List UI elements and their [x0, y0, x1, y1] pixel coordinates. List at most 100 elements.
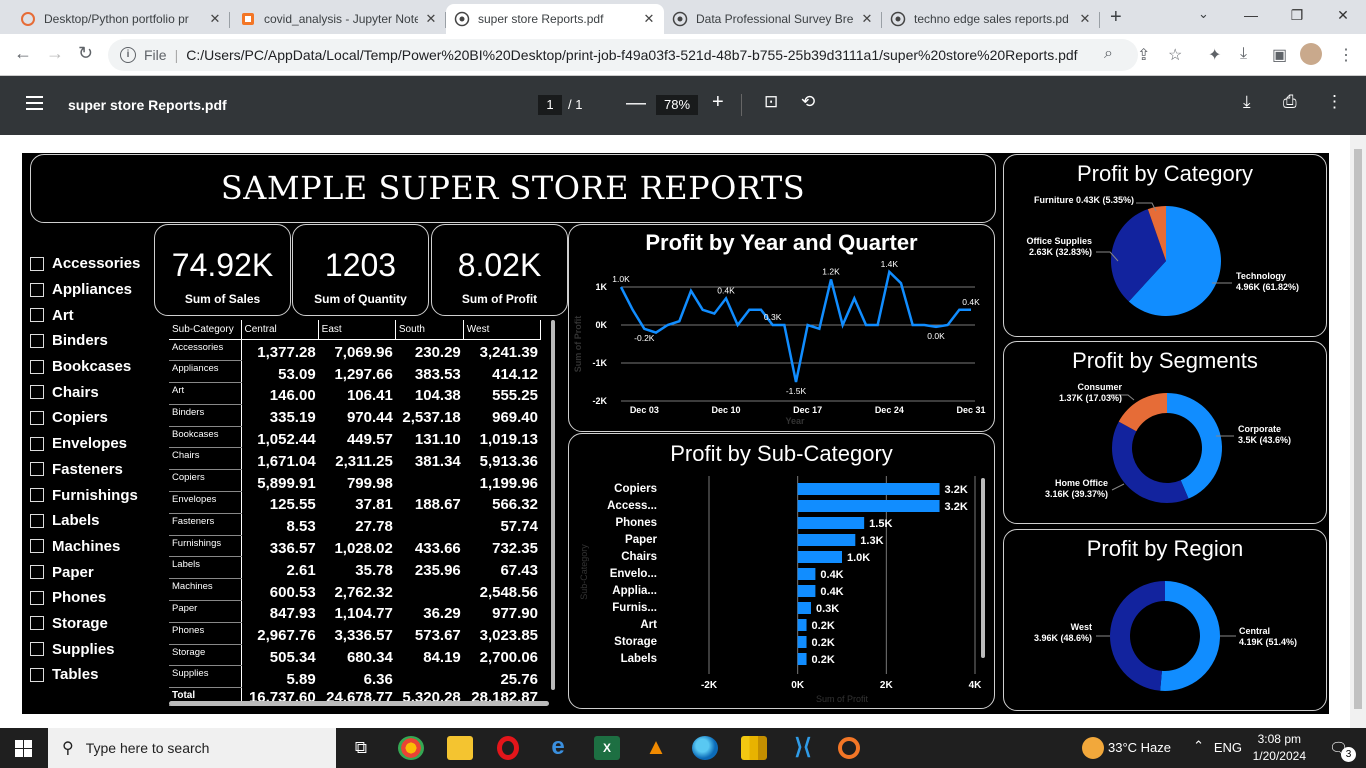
bookmark-star-icon[interactable]: ☆ [1168, 47, 1183, 64]
slice-west[interactable] [1109, 581, 1165, 691]
matrix-header[interactable]: Central [241, 320, 319, 340]
weather-text[interactable]: 33°C Haze [1107, 740, 1171, 755]
weather-icon[interactable] [1082, 737, 1104, 759]
file-explorer-icon[interactable] [447, 736, 473, 760]
slice-central[interactable] [1160, 581, 1220, 691]
bar[interactable] [797, 602, 811, 614]
new-tab-button[interactable]: + [1110, 6, 1122, 28]
slicer-item-phones[interactable]: Phones [30, 585, 140, 611]
address-bar[interactable]: i File | C:/Users/PC/AppData/Local/Temp/… [108, 39, 1138, 71]
download-icon[interactable]: ⤓ [1240, 45, 1248, 62]
slicer-item-bookcases[interactable]: Bookcases [30, 354, 140, 380]
vlc-icon[interactable]: ▲ [645, 734, 667, 759]
rotate-icon[interactable]: ⟲ [801, 92, 816, 111]
zoom-in-button[interactable]: + [712, 91, 724, 113]
slicer-item-accessories[interactable]: Accessories [30, 251, 140, 277]
slice-furniture[interactable] [1147, 206, 1166, 261]
vertical-scrollbar[interactable] [1350, 135, 1366, 728]
zoom-out-button[interactable]: — [626, 92, 646, 114]
jupyter-icon[interactable] [838, 737, 860, 759]
slicer-item-storage[interactable]: Storage [30, 611, 140, 637]
checkbox[interactable] [30, 462, 44, 477]
chrome-icon[interactable] [398, 736, 424, 760]
download-icon[interactable]: ⤓ [1243, 92, 1251, 111]
checkbox[interactable] [30, 436, 44, 451]
slicer-item-binders[interactable]: Binders [30, 328, 140, 354]
vscode-icon[interactable]: ⟩⟨ [794, 734, 812, 759]
checkbox[interactable] [30, 513, 44, 528]
bar[interactable] [797, 585, 816, 597]
bar[interactable] [797, 517, 865, 529]
tab-data-professional-survey[interactable]: Data Professional Survey Bre ✕ [664, 4, 882, 34]
bar[interactable] [797, 534, 856, 546]
checkbox[interactable] [30, 308, 44, 323]
slicer-item-copiers[interactable]: Copiers [30, 405, 140, 431]
checkbox[interactable] [30, 333, 44, 348]
maximize-button[interactable]: ❐ [1290, 7, 1304, 23]
tab-super-store-reports[interactable]: super store Reports.pdf ✕ [446, 4, 664, 34]
internet-explorer-icon[interactable]: e [551, 733, 565, 760]
checkbox[interactable] [30, 256, 44, 271]
matrix-scrollbar[interactable] [551, 320, 555, 690]
bar[interactable] [797, 568, 816, 580]
checkbox[interactable] [30, 590, 44, 605]
menu-icon[interactable] [26, 96, 43, 110]
slicer-item-chairs[interactable]: Chairs [30, 379, 140, 405]
chart-scrollbar[interactable] [981, 478, 985, 658]
slice-consumer[interactable] [1118, 393, 1167, 432]
slicer-item-labels[interactable]: Labels [30, 508, 140, 534]
slicer-item-art[interactable]: Art [30, 302, 140, 328]
close-icon[interactable]: ✕ [425, 11, 437, 26]
slicer-item-appliances[interactable]: Appliances [30, 277, 140, 303]
matrix-header[interactable]: Sub-Category [169, 320, 242, 340]
reload-button[interactable]: ↻ [78, 43, 94, 63]
forward-button[interactable]: → [46, 43, 64, 63]
slicer-item-furnishings[interactable]: Furnishings [30, 482, 140, 508]
close-window-button[interactable]: ✕ [1337, 7, 1349, 23]
slicer-item-fasteners[interactable]: Fasteners [30, 457, 140, 483]
close-icon[interactable]: ✕ [643, 11, 655, 26]
checkbox[interactable] [30, 282, 44, 297]
power-bi-icon[interactable] [741, 736, 767, 760]
tab-python-portfolio[interactable]: Desktop/Python portfolio pr ✕ [12, 4, 230, 34]
minimize-button[interactable]: — [1244, 7, 1258, 23]
edge-icon[interactable] [692, 736, 718, 760]
checkbox[interactable] [30, 642, 44, 657]
info-icon[interactable]: i [120, 47, 136, 63]
bar[interactable] [797, 483, 940, 495]
slicer-item-machines[interactable]: Machines [30, 534, 140, 560]
language-indicator[interactable]: ENG [1213, 740, 1242, 755]
checkbox[interactable] [30, 410, 44, 425]
side-panel-icon[interactable]: ▣ [1272, 47, 1288, 64]
avatar[interactable] [1300, 43, 1322, 65]
chevron-up-icon[interactable]: ⌃ [1193, 738, 1204, 753]
bar[interactable] [797, 619, 807, 631]
bar[interactable] [797, 500, 940, 512]
tab-covid-analysis[interactable]: covid_analysis - Jupyter Note ✕ [232, 4, 446, 34]
clock[interactable]: 3:08 pm 1/20/2024 [1253, 731, 1306, 765]
close-icon[interactable]: ✕ [861, 11, 873, 26]
checkbox[interactable] [30, 359, 44, 374]
chevron-down-icon[interactable]: ⌄ [1198, 6, 1209, 21]
slice-technology[interactable] [1128, 206, 1221, 316]
slice-home-office[interactable] [1112, 421, 1189, 503]
checkbox[interactable] [30, 667, 44, 682]
extensions-icon[interactable]: ✦ [1208, 47, 1222, 64]
back-button[interactable]: ← [14, 43, 32, 63]
bar[interactable] [797, 551, 842, 563]
url-text[interactable]: C:/Users/PC/AppData/Local/Temp/Power%20B… [186, 47, 1078, 63]
slice-corporate[interactable] [1167, 393, 1222, 499]
matrix-horizontal-scrollbar[interactable] [169, 701, 549, 706]
slice-office-supplies[interactable] [1111, 209, 1166, 302]
slicer-item-paper[interactable]: Paper [30, 559, 140, 585]
matrix-header[interactable]: West [463, 320, 542, 340]
opera-icon[interactable] [497, 736, 519, 760]
checkbox[interactable] [30, 565, 44, 580]
print-icon[interactable]: ⎙ [1283, 92, 1297, 111]
checkbox[interactable] [30, 385, 44, 400]
windows-start-icon[interactable] [15, 740, 32, 757]
bar[interactable] [797, 653, 807, 665]
excel-icon[interactable]: X [594, 736, 620, 760]
zoom-level-input[interactable]: 78% [656, 95, 698, 115]
page-number-input[interactable]: 1 [538, 95, 562, 115]
